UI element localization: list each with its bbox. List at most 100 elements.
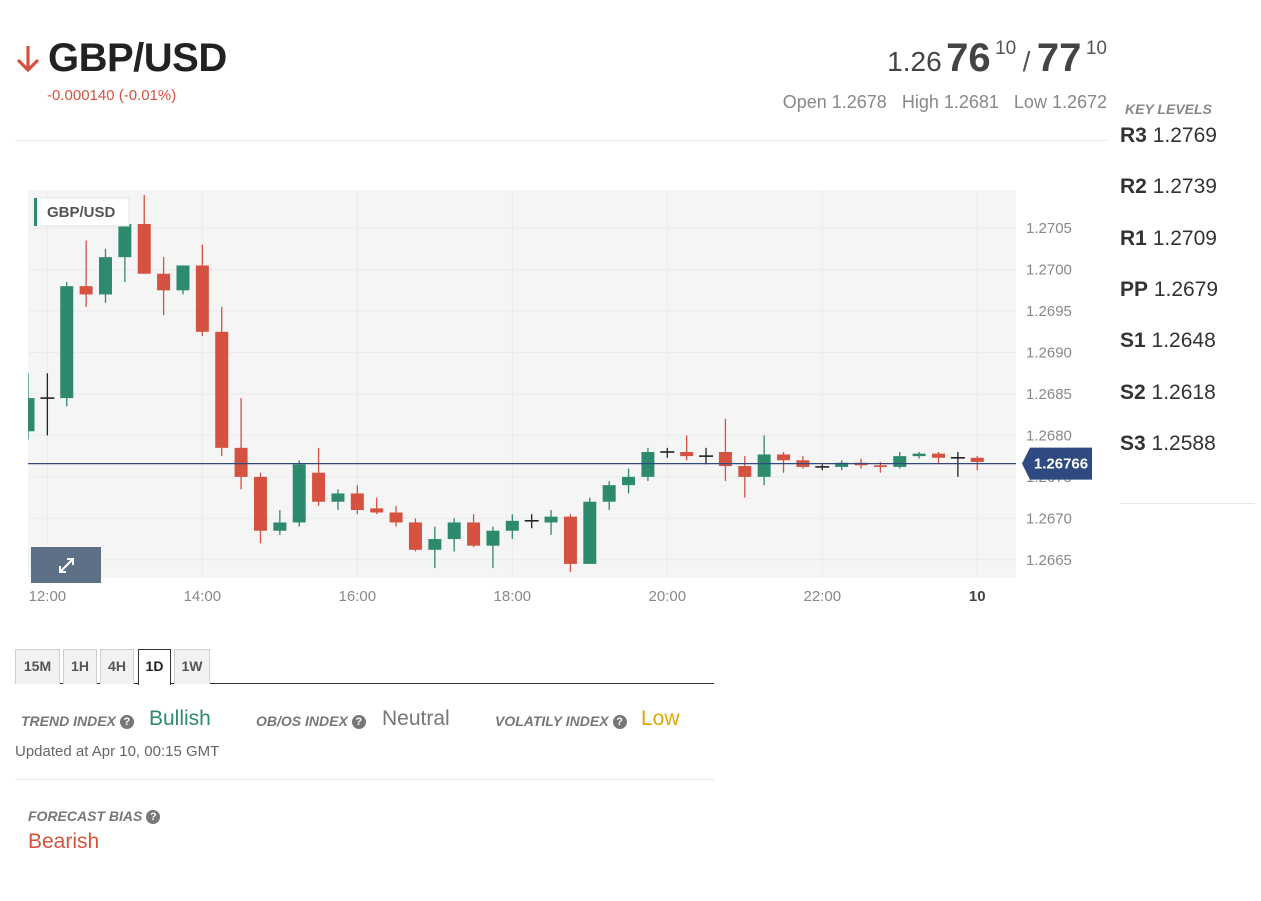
price-chart[interactable]: 1.2705 1.2700 1.2695 1.2690 1.2685 1.2680 1.26… [21, 190, 1098, 610]
candle [467, 514, 481, 548]
bid-ask-quote: 1.26 76 10 / 77 10 [887, 36, 1107, 81]
candle [350, 485, 364, 515]
key-levels-title: KEY LEVELS [1125, 101, 1212, 117]
candle-body [350, 493, 364, 511]
candle [195, 244, 209, 336]
candle [893, 451, 907, 469]
expand-button[interactable] [31, 547, 101, 583]
key-level-name: R3 [1120, 124, 1147, 147]
candle [408, 518, 422, 552]
key-level-name: S2 [1120, 381, 1146, 404]
candle [815, 464, 830, 471]
candle [176, 265, 190, 295]
question-icon[interactable]: ? [146, 810, 161, 824]
tab-4h[interactable]: 4H [100, 649, 134, 684]
key-level-r3: R3 1.2769 [1120, 124, 1217, 148]
candle [215, 306, 229, 457]
candle-body [234, 447, 248, 477]
candle-body [176, 265, 190, 291]
low-value: Low 1.2672 [1013, 92, 1107, 112]
x-tick-label: 12:00 [29, 588, 67, 605]
volatility-index-label: VOLATILY INDEX? [495, 713, 627, 729]
candle [253, 472, 267, 544]
instrument-header: GBP/USD -0.000140 (-0.01%) 1.26 76 10 / … [15, 30, 1107, 141]
question-icon[interactable]: ? [351, 715, 366, 729]
chart-legend: GBP/USD [33, 197, 130, 227]
key-level-s1: S1 1.2648 [1120, 329, 1216, 353]
candle [428, 526, 442, 569]
candle-body [583, 501, 597, 564]
candle-body [79, 286, 93, 295]
question-icon[interactable]: ? [119, 715, 134, 729]
key-level-value: 1.2618 [1151, 381, 1216, 404]
volatility-index-value: Low [641, 707, 680, 730]
candle-body [932, 453, 946, 458]
candle [932, 451, 946, 465]
candle [641, 447, 655, 481]
x-tick-label: 16:00 [339, 588, 377, 605]
candle-body [21, 398, 35, 432]
x-tick-label: 18:00 [494, 588, 532, 605]
expand-icon-stroke [67, 558, 74, 565]
updated-timestamp: Updated at Apr 10, 00:15 GMT [15, 743, 220, 760]
price-change: -0.000140 (-0.01%) [47, 87, 177, 104]
candle [699, 447, 714, 465]
key-level-name: S1 [1120, 329, 1146, 352]
candle [718, 418, 732, 481]
tab-1w[interactable]: 1W [174, 649, 210, 684]
candle [950, 451, 965, 477]
key-level-pp: PP 1.2679 [1120, 278, 1218, 302]
legend-label: GBP/USD [47, 204, 116, 221]
candle [563, 514, 577, 573]
legend-box [33, 197, 130, 227]
y-tick-label: 1.2705 [1026, 220, 1072, 237]
tab-1h[interactable]: 1H [63, 649, 97, 684]
key-level-s2: S2 1.2618 [1120, 381, 1216, 405]
candle-body [912, 453, 926, 457]
y-tick-label: 1.2695 [1026, 303, 1072, 320]
y-tick-label: 1.2670 [1026, 510, 1072, 527]
candle [912, 451, 926, 459]
candle-body [60, 286, 74, 399]
x-tick-label: 14:00 [184, 588, 222, 605]
candle [622, 468, 636, 494]
candle-body [602, 485, 616, 502]
bid-big: 76 [946, 36, 991, 80]
candle-body [428, 539, 442, 550]
plot-area [28, 190, 1016, 578]
x-tick-label: 20:00 [649, 588, 687, 605]
arrow-down-icon [16, 46, 40, 73]
high-value: High 1.2681 [901, 92, 999, 112]
forecast-bias-value: Bearish [28, 830, 100, 853]
candle-body [718, 451, 732, 467]
trend-index-label: TREND INDEX? [21, 713, 134, 729]
candle-body [195, 265, 209, 332]
candle-body [873, 465, 887, 467]
candle [273, 510, 287, 535]
candle [331, 489, 345, 511]
obos-index-label: OB/OS INDEX? [256, 713, 366, 729]
candlestick-chart[interactable]: 1.2705 1.2700 1.2695 1.2690 1.2685 1.2680 1.26… [21, 190, 1098, 610]
candle-body [893, 456, 907, 467]
trend-index-text: TREND INDEX [21, 713, 116, 729]
tab-1d[interactable]: 1D [138, 649, 171, 685]
key-level-value: 1.2709 [1152, 227, 1217, 250]
candle-body [622, 476, 636, 486]
current-price-tag [1022, 447, 1092, 480]
key-level-s3: S3 1.2588 [1120, 432, 1216, 456]
symbol-title: GBP/USD [48, 36, 227, 80]
candle-body [738, 466, 752, 477]
candle-body [505, 520, 519, 531]
ask-sup: 10 [1085, 38, 1107, 59]
question-icon[interactable]: ? [612, 715, 627, 729]
volatility-index-text: VOLATILY INDEX [495, 713, 609, 729]
y-tick-label: 1.2690 [1026, 344, 1072, 361]
candle [312, 447, 326, 506]
forecast-bias-text: FORECAST BIAS [28, 808, 143, 824]
y-tick-label: 1.2685 [1026, 386, 1072, 403]
candle [602, 481, 616, 511]
indices-panel: TREND INDEX? Bullish OB/OS INDEX? Neutra… [15, 700, 714, 780]
tab-15m[interactable]: 15M [15, 649, 60, 684]
candle-body [331, 493, 345, 502]
open-value: Open 1.2678 [782, 92, 887, 112]
